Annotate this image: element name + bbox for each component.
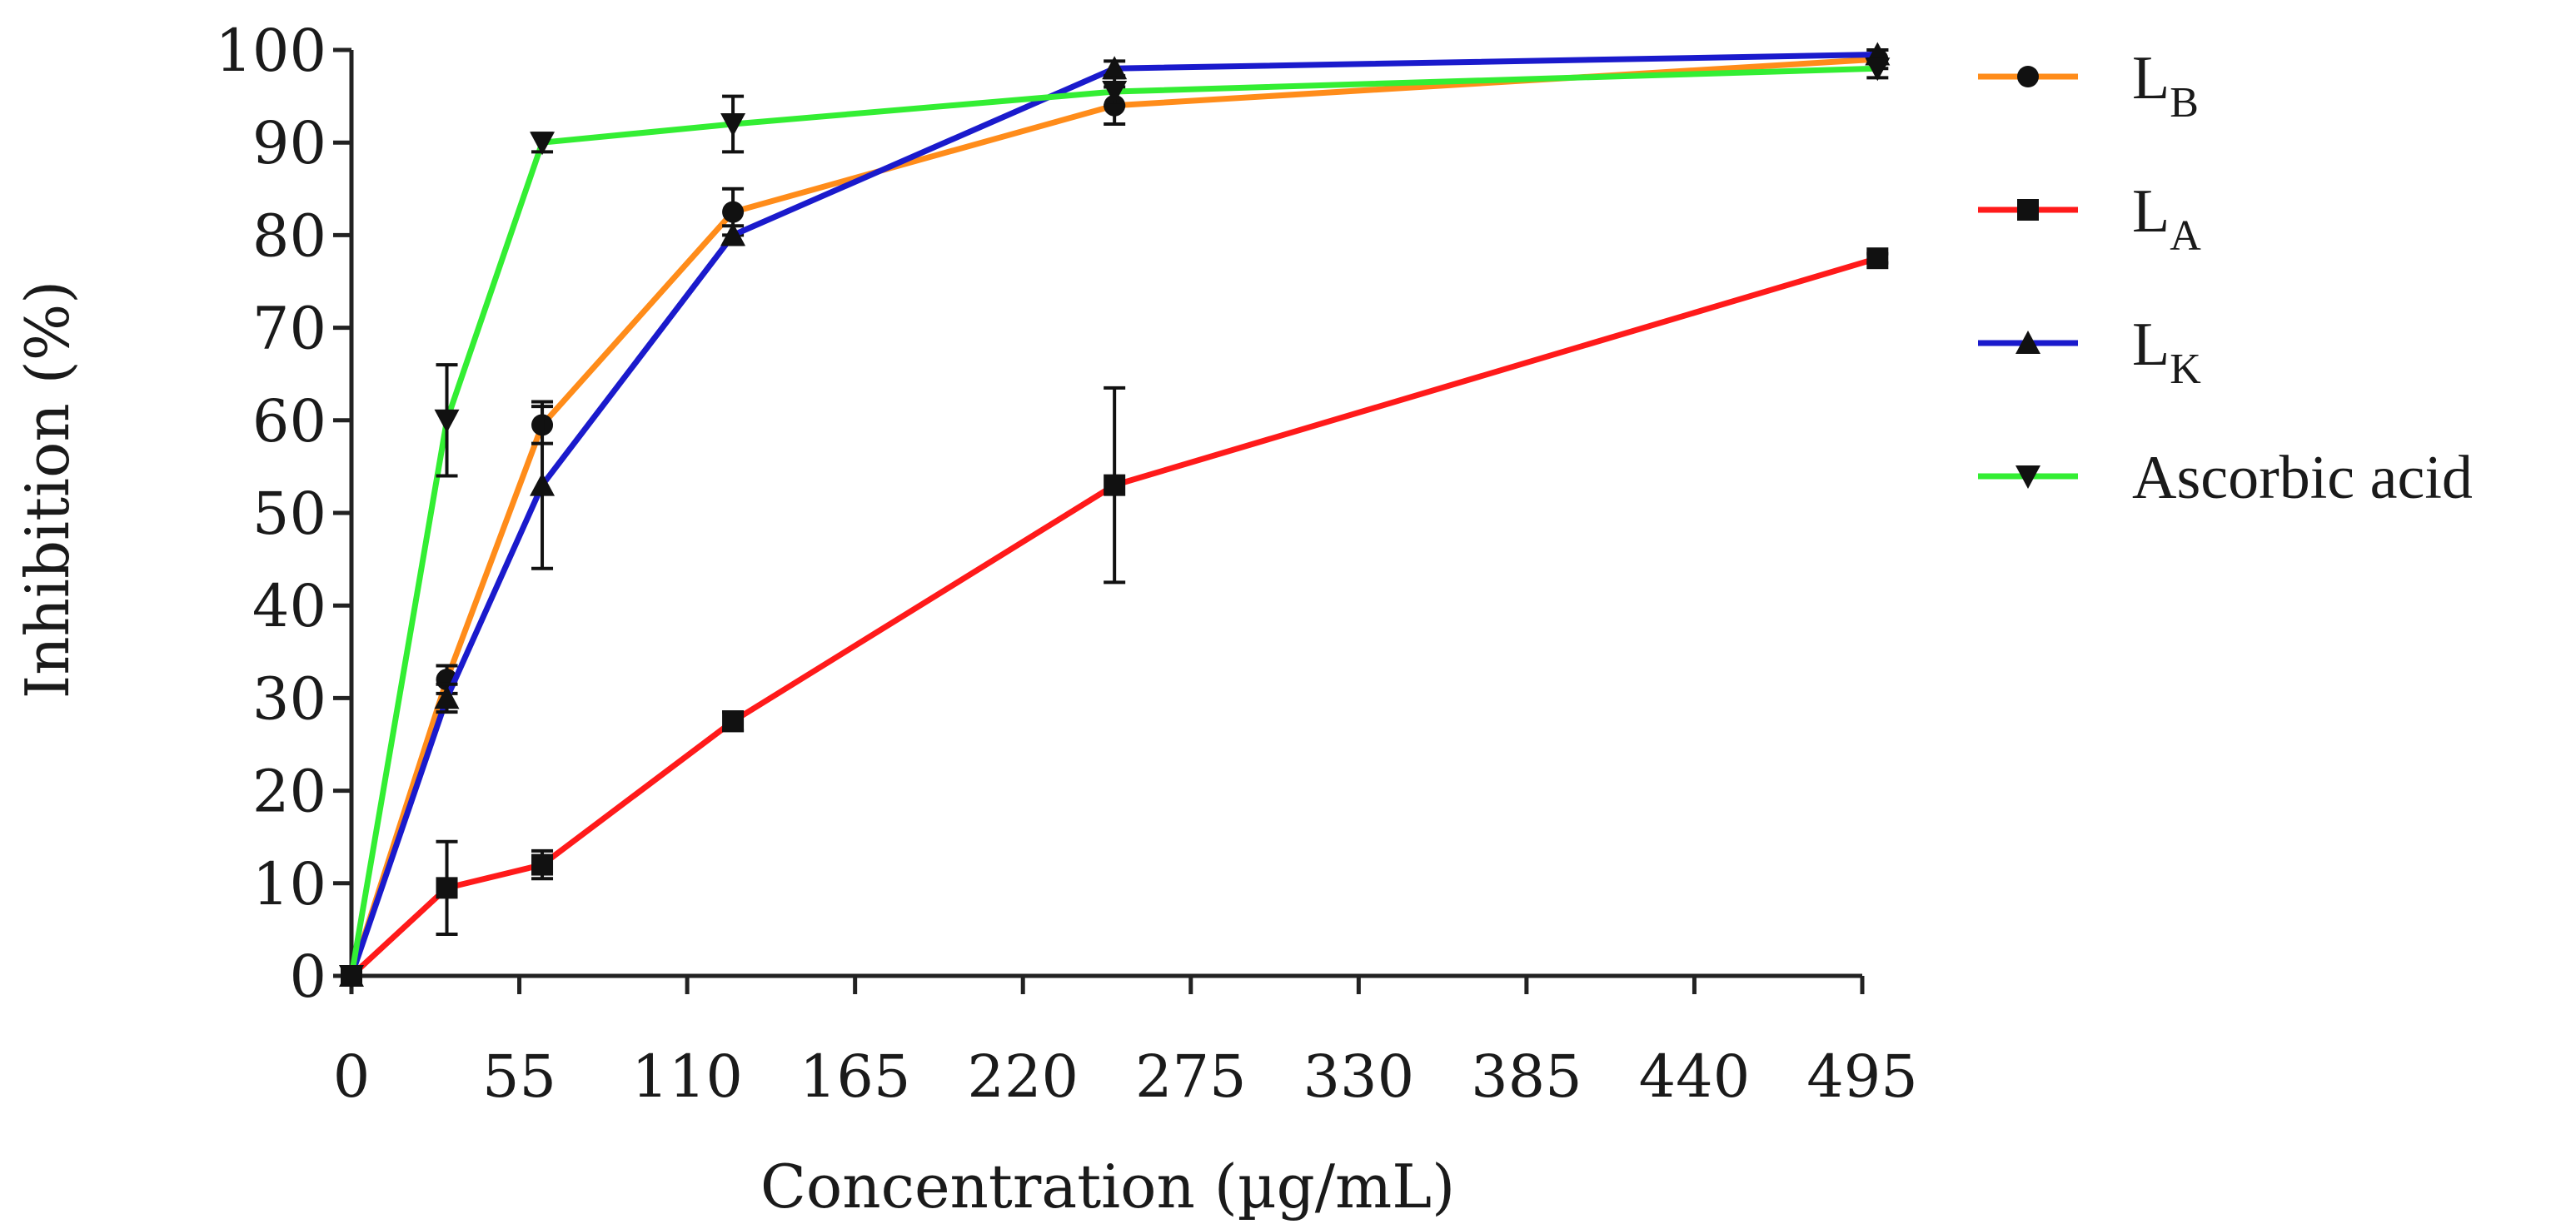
data-point — [722, 201, 745, 223]
series-line — [348, 52, 1878, 978]
data-point — [1865, 57, 1891, 82]
y-tick-label: 10 — [252, 850, 326, 918]
y-tick-label: 30 — [252, 664, 326, 733]
data-point — [434, 409, 460, 433]
y-tick-label: 40 — [252, 572, 326, 640]
legend-marker — [2015, 465, 2040, 489]
legend-label: Ascorbic acid — [2132, 444, 2473, 512]
data-point — [436, 877, 458, 899]
data-point — [720, 222, 746, 246]
data-point — [530, 472, 556, 496]
data-point — [1104, 474, 1126, 496]
x-tick-label: 110 — [631, 1042, 743, 1111]
x-tick-label: 330 — [1303, 1042, 1415, 1111]
x-axis-title: Concentration (µg/mL) — [760, 1152, 1455, 1222]
legend: LB LA LK Ascorbic acid — [1978, 44, 2473, 512]
y-tick-label: 20 — [252, 758, 326, 826]
series-la — [341, 247, 1889, 987]
x-tick-label: 440 — [1639, 1042, 1751, 1111]
x-tick-label: 165 — [800, 1042, 911, 1111]
legend-label: LK — [2132, 311, 2201, 393]
y-tick-label: 60 — [252, 387, 326, 455]
series-layer — [339, 42, 1891, 988]
legend-label: LB — [2132, 44, 2199, 127]
y-tick-label: 50 — [252, 480, 326, 548]
x-tick-label: 495 — [1806, 1042, 1918, 1111]
legend-marker — [2017, 199, 2039, 221]
y-axis-title: Inhibition (%) — [12, 281, 82, 699]
data-point — [531, 853, 554, 876]
legend-marker — [2015, 331, 2040, 354]
y-tick-label: 100 — [215, 17, 326, 85]
x-tick-label: 385 — [1471, 1042, 1582, 1111]
legend-item-ascorbic-acid: Ascorbic acid — [1978, 444, 2473, 512]
data-point — [720, 112, 746, 137]
y-tick-label: 80 — [252, 202, 326, 270]
x-tick-label: 0 — [333, 1042, 371, 1111]
data-point — [530, 132, 556, 156]
series-line — [349, 255, 1879, 978]
axes: 0 10 20 30 40 50 60 70 80 90 100 0 55 110 165 220 275 330… — [215, 17, 1917, 1111]
data-point — [722, 710, 745, 733]
legend-item-lk: LK — [1978, 311, 2201, 393]
y-tick-label: 0 — [289, 943, 326, 1011]
x-tick-label: 220 — [967, 1042, 1079, 1111]
x-tick-label: 55 — [482, 1042, 556, 1111]
data-point — [1102, 81, 1128, 105]
x-tick-label: 275 — [1135, 1042, 1247, 1111]
y-tick-label: 70 — [252, 295, 326, 363]
legend-item-lb: LB — [1978, 44, 2199, 127]
data-point — [1102, 56, 1128, 80]
y-tick-label: 90 — [252, 109, 326, 177]
legend-item-la: LA — [1978, 177, 2201, 260]
data-point — [434, 685, 460, 709]
series-line — [348, 56, 1878, 978]
data-point — [1866, 247, 1889, 270]
legend-marker — [2017, 66, 2039, 87]
legend-label: LA — [2132, 177, 2201, 260]
series-line — [348, 65, 1878, 977]
series-ascorbic-acid — [339, 57, 1891, 988]
data-point — [339, 965, 364, 988]
